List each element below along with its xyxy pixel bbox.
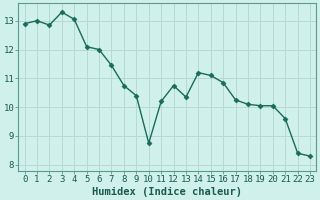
X-axis label: Humidex (Indice chaleur): Humidex (Indice chaleur) — [92, 186, 242, 197]
